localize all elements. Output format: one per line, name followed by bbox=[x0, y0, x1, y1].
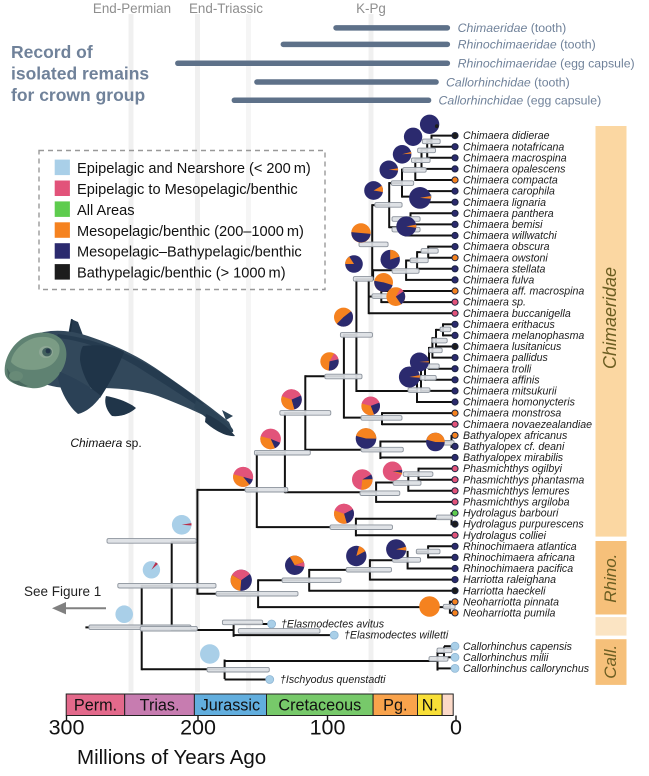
svg-text:Chimaera opalescens: Chimaera opalescens bbox=[463, 164, 566, 176]
svg-text:Epipelagic and Nearshore (< 20: Epipelagic and Nearshore (< 200 m) bbox=[77, 161, 311, 177]
svg-text:Chimaera sp.: Chimaera sp. bbox=[463, 297, 526, 309]
svg-text:Chimaera willwatchi: Chimaera willwatchi bbox=[463, 230, 557, 242]
svg-text:Chimaera novaezealandiae: Chimaera novaezealandiae bbox=[463, 419, 592, 431]
svg-text:†Elasmodectes avitus: †Elasmodectes avitus bbox=[281, 619, 385, 631]
svg-text:Chimaera owstoni: Chimaera owstoni bbox=[463, 252, 548, 264]
svg-text:Phasmichthys ogilbyi: Phasmichthys ogilbyi bbox=[463, 463, 563, 475]
svg-text:Chimaera melanophasma: Chimaera melanophasma bbox=[463, 330, 584, 342]
svg-text:Chimaera sp.: Chimaera sp. bbox=[70, 436, 141, 450]
svg-text:Callorhinchidae (tooth): Callorhinchidae (tooth) bbox=[446, 75, 570, 89]
svg-text:Chimaera mitsukurii: Chimaera mitsukurii bbox=[463, 386, 557, 398]
svg-text:Record of: Record of bbox=[11, 42, 93, 62]
svg-text:Chimaeridae: Chimaeridae bbox=[600, 267, 620, 369]
svg-text:Perm.: Perm. bbox=[74, 697, 117, 715]
svg-text:Epipelagic to Mesopelagic/bent: Epipelagic to Mesopelagic/benthic bbox=[77, 182, 298, 198]
svg-text:Rhino.: Rhino. bbox=[601, 554, 620, 603]
svg-text:Phasmichthys argiloba: Phasmichthys argiloba bbox=[463, 497, 570, 509]
svg-text:Cretaceous: Cretaceous bbox=[278, 697, 361, 715]
svg-text:Bathyalopex africanus: Bathyalopex africanus bbox=[463, 430, 568, 442]
svg-text:Rhinochimaera pacifica: Rhinochimaera pacifica bbox=[463, 563, 573, 575]
svg-text:Rhinochimaeridae (egg capsule): Rhinochimaeridae (egg capsule) bbox=[458, 57, 635, 71]
svg-text:Neoharriotta pinnata: Neoharriotta pinnata bbox=[463, 596, 559, 608]
svg-text:Millions of Years Ago: Millions of Years Ago bbox=[77, 746, 266, 769]
svg-text:Chimaera panthera: Chimaera panthera bbox=[463, 208, 554, 220]
svg-text:0: 0 bbox=[450, 716, 462, 740]
svg-text:isolated remains: isolated remains bbox=[11, 64, 149, 84]
svg-text:Chimaera compacta: Chimaera compacta bbox=[463, 175, 558, 187]
svg-text:Callorhinchus milii: Callorhinchus milii bbox=[463, 652, 549, 664]
svg-text:for crown group: for crown group bbox=[11, 85, 145, 105]
svg-text:K-Pg: K-Pg bbox=[356, 1, 386, 16]
svg-text:Call.: Call. bbox=[601, 645, 620, 679]
svg-text:Chimaera macrospina: Chimaera macrospina bbox=[463, 152, 567, 164]
svg-text:Chimaera didierae: Chimaera didierae bbox=[463, 130, 550, 142]
svg-text:Chimaeridae (tooth): Chimaeridae (tooth) bbox=[458, 21, 567, 35]
svg-text:Hydrolagus purpurescens: Hydrolagus purpurescens bbox=[463, 519, 584, 531]
svg-text:End-Permian: End-Permian bbox=[93, 1, 171, 16]
svg-text:Chimaera affinis: Chimaera affinis bbox=[463, 374, 540, 386]
svg-text:Chimaera buccanigella: Chimaera buccanigella bbox=[463, 308, 571, 320]
svg-text:Hydrolagus barbouri: Hydrolagus barbouri bbox=[463, 508, 559, 520]
svg-text:Chimaera carophila: Chimaera carophila bbox=[463, 186, 555, 198]
svg-text:Chimaera lusitanicus: Chimaera lusitanicus bbox=[463, 341, 562, 353]
svg-text:Chimaera fulva: Chimaera fulva bbox=[463, 275, 534, 287]
svg-text:Phasmichthys lemures: Phasmichthys lemures bbox=[463, 485, 570, 497]
svg-text:Harriotta raleighana: Harriotta raleighana bbox=[463, 574, 556, 586]
svg-text:Mesopelagic/benthic (200–1000: Mesopelagic/benthic (200–1000 m) bbox=[77, 224, 304, 240]
svg-text:Rhinochimaera africana: Rhinochimaera africana bbox=[463, 552, 575, 564]
svg-text:Phasmichthys phantasma: Phasmichthys phantasma bbox=[463, 474, 584, 486]
svg-text:†Ischyodus quenstadti: †Ischyodus quenstadti bbox=[280, 674, 386, 686]
svg-text:†Elasmodectes willetti: †Elasmodectes willetti bbox=[344, 630, 449, 642]
svg-text:Chimaera aff. macrospina: Chimaera aff. macrospina bbox=[463, 286, 584, 298]
svg-text:Harriotta haeckeli: Harriotta haeckeli bbox=[463, 585, 546, 597]
svg-text:Chimaera stellata: Chimaera stellata bbox=[463, 263, 546, 275]
svg-text:Chimaera lignaria: Chimaera lignaria bbox=[463, 197, 546, 209]
svg-text:Bathyalopex cf. deani: Bathyalopex cf. deani bbox=[463, 441, 565, 453]
svg-text:Callorhinchus capensis: Callorhinchus capensis bbox=[463, 641, 573, 653]
svg-text:Callorhinchus callorynchus: Callorhinchus callorynchus bbox=[463, 663, 590, 675]
svg-text:Jurassic: Jurassic bbox=[201, 697, 260, 715]
svg-text:End-Triassic: End-Triassic bbox=[189, 1, 263, 16]
svg-text:Chimaera pallidus: Chimaera pallidus bbox=[463, 352, 548, 364]
svg-text:Chimaera obscura: Chimaera obscura bbox=[463, 241, 550, 253]
svg-text:300: 300 bbox=[49, 716, 85, 740]
svg-text:Trias.: Trias. bbox=[140, 697, 180, 715]
svg-text:Rhinochimaera atlantica: Rhinochimaera atlantica bbox=[463, 541, 577, 553]
svg-text:Chimaera trolli: Chimaera trolli bbox=[463, 363, 532, 375]
svg-text:Chimaera notafricana: Chimaera notafricana bbox=[463, 141, 564, 153]
svg-text:Mesopelagic–Bathypelagic/benth: Mesopelagic–Bathypelagic/benthic bbox=[77, 245, 302, 261]
svg-text:Bathypelagic/benthic (> 1000 m: Bathypelagic/benthic (> 1000 m) bbox=[77, 266, 286, 282]
svg-text:Pg.: Pg. bbox=[383, 697, 407, 715]
svg-text:All Areas: All Areas bbox=[77, 203, 135, 219]
svg-text:See Figure 1: See Figure 1 bbox=[24, 584, 101, 599]
svg-text:Bathyalopex mirabilis: Bathyalopex mirabilis bbox=[463, 452, 564, 464]
svg-text:Rhinochimaeridae (tooth): Rhinochimaeridae (tooth) bbox=[458, 38, 596, 52]
svg-text:Hydrolagus colliei: Hydrolagus colliei bbox=[463, 530, 547, 542]
svg-text:Chimaera bemisi: Chimaera bemisi bbox=[463, 219, 543, 231]
svg-text:200: 200 bbox=[180, 716, 216, 740]
svg-text:Chimaera homonycteris: Chimaera homonycteris bbox=[463, 397, 576, 409]
svg-text:N.: N. bbox=[422, 697, 438, 715]
svg-text:100: 100 bbox=[310, 716, 346, 740]
svg-text:Chimaera monstrosa: Chimaera monstrosa bbox=[463, 408, 561, 420]
svg-text:Neoharriotta pumila: Neoharriotta pumila bbox=[463, 608, 556, 620]
svg-text:Chimaera erithacus: Chimaera erithacus bbox=[463, 319, 556, 331]
svg-text:Callorhinchidae (egg capsule): Callorhinchidae (egg capsule) bbox=[439, 93, 602, 107]
